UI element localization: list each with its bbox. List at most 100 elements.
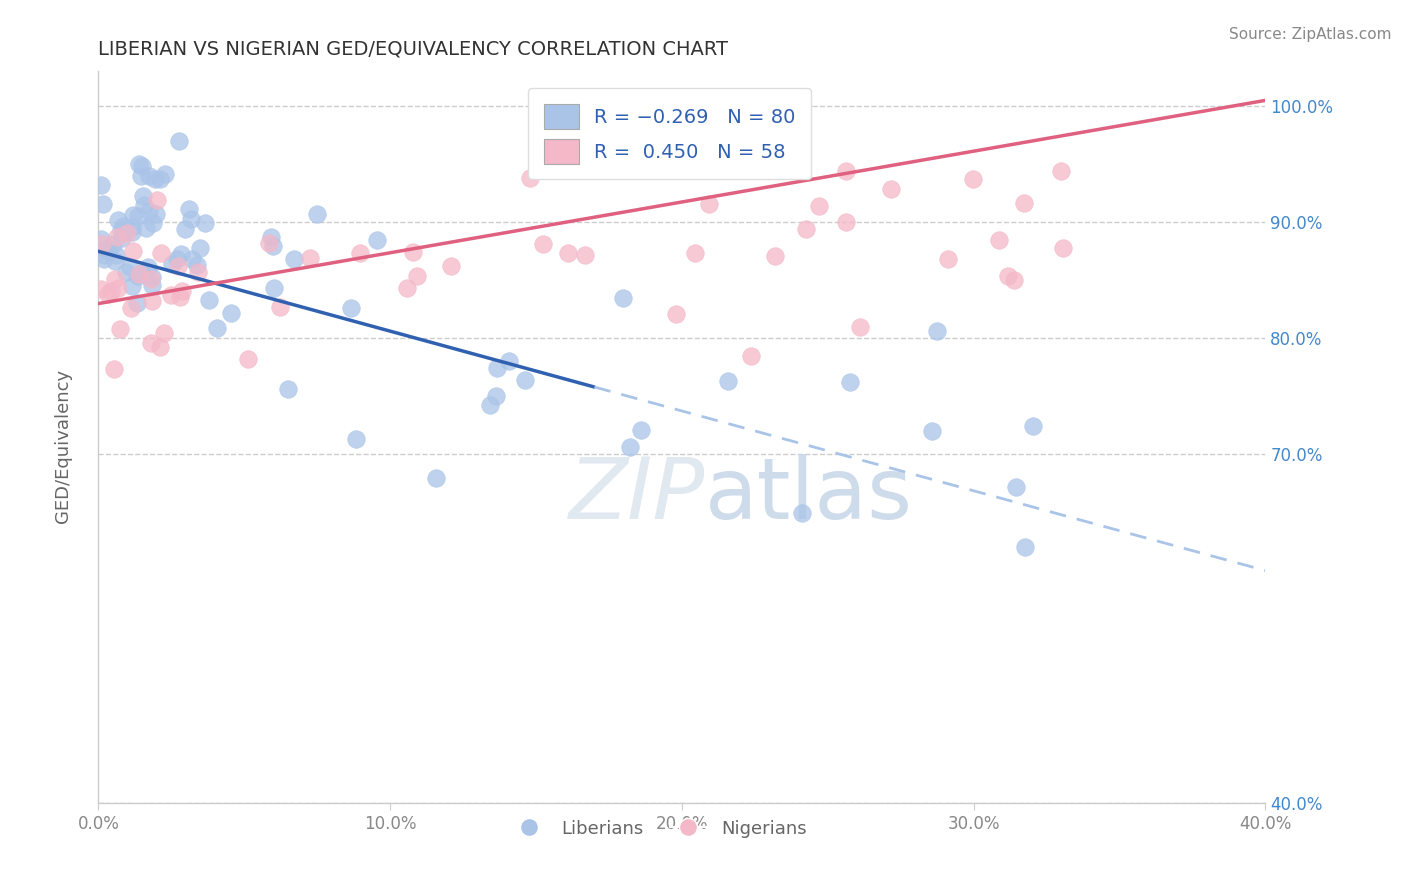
Point <box>120 301 142 315</box>
Point <box>115 265 138 279</box>
Point <box>936 252 959 266</box>
Point <box>194 216 217 230</box>
Point <box>188 241 211 255</box>
Point <box>205 321 228 335</box>
Point <box>835 215 858 229</box>
Point <box>921 424 943 438</box>
Point <box>160 257 183 271</box>
Point <box>120 260 142 274</box>
Point <box>142 216 165 230</box>
Point <box>612 291 634 305</box>
Point <box>110 223 132 237</box>
Point <box>574 248 596 262</box>
Point <box>167 134 190 148</box>
Point <box>103 362 125 376</box>
Point <box>1052 241 1074 255</box>
Point <box>131 159 153 173</box>
Point <box>93 197 115 211</box>
Point <box>128 157 150 171</box>
Point <box>127 268 149 283</box>
Point <box>170 247 193 261</box>
Point <box>262 239 284 253</box>
Point <box>122 208 145 222</box>
Point <box>366 234 388 248</box>
Point <box>1014 541 1036 555</box>
Point <box>149 340 172 354</box>
Point <box>167 260 190 274</box>
Point <box>299 252 322 266</box>
Point <box>630 423 652 437</box>
Point <box>104 254 127 268</box>
Point <box>121 278 143 293</box>
Point <box>695 99 717 113</box>
Point <box>740 349 762 363</box>
Point <box>149 245 172 260</box>
Point <box>138 204 160 219</box>
Point <box>105 229 128 244</box>
Legend: Liberians, Nigerians: Liberians, Nigerians <box>503 813 814 845</box>
Point <box>122 244 145 258</box>
Point <box>141 277 163 292</box>
Point <box>1021 419 1043 434</box>
Point <box>1012 195 1035 210</box>
Point <box>91 236 114 251</box>
Point <box>263 281 285 295</box>
Point <box>340 301 363 315</box>
Point <box>807 199 830 213</box>
Text: atlas: atlas <box>706 454 914 537</box>
Point <box>1002 273 1025 287</box>
Point <box>107 213 129 227</box>
Point <box>531 237 554 252</box>
Point <box>90 282 112 296</box>
Point <box>160 288 183 302</box>
Point <box>402 244 425 259</box>
Point <box>485 360 508 375</box>
Point <box>121 225 143 239</box>
Point <box>93 252 115 267</box>
Point <box>93 248 115 262</box>
Point <box>121 220 143 235</box>
Point <box>134 198 156 212</box>
Text: GED/Equivalency: GED/Equivalency <box>55 369 72 523</box>
Point <box>1005 480 1028 494</box>
Point <box>181 252 204 266</box>
Point <box>145 207 167 221</box>
Point <box>129 169 152 183</box>
Point <box>513 373 536 387</box>
Point <box>115 226 138 240</box>
Point <box>699 196 721 211</box>
Point <box>127 295 149 310</box>
Point <box>307 207 329 221</box>
Point <box>101 237 124 252</box>
Point <box>717 374 740 388</box>
Point <box>112 219 135 234</box>
Point <box>257 235 280 250</box>
Point <box>174 221 197 235</box>
Point <box>440 259 463 273</box>
Point <box>485 389 508 403</box>
Point <box>139 271 162 285</box>
Text: ZIP: ZIP <box>569 454 706 537</box>
Point <box>143 171 166 186</box>
Point <box>186 259 208 273</box>
Point <box>962 172 984 186</box>
Point <box>111 231 134 245</box>
Point <box>277 382 299 396</box>
Point <box>794 222 817 236</box>
Point <box>219 305 242 319</box>
Point <box>834 164 856 178</box>
Point <box>100 284 122 298</box>
Point <box>152 326 174 340</box>
Point <box>104 247 127 261</box>
Point <box>132 189 155 203</box>
Point <box>988 233 1011 247</box>
Point <box>128 267 150 281</box>
Point <box>107 281 129 295</box>
Point <box>269 300 291 314</box>
Point <box>839 375 862 389</box>
Point <box>792 506 814 520</box>
Point <box>141 293 163 308</box>
Point <box>344 433 367 447</box>
Point <box>349 245 371 260</box>
Point <box>127 209 149 223</box>
